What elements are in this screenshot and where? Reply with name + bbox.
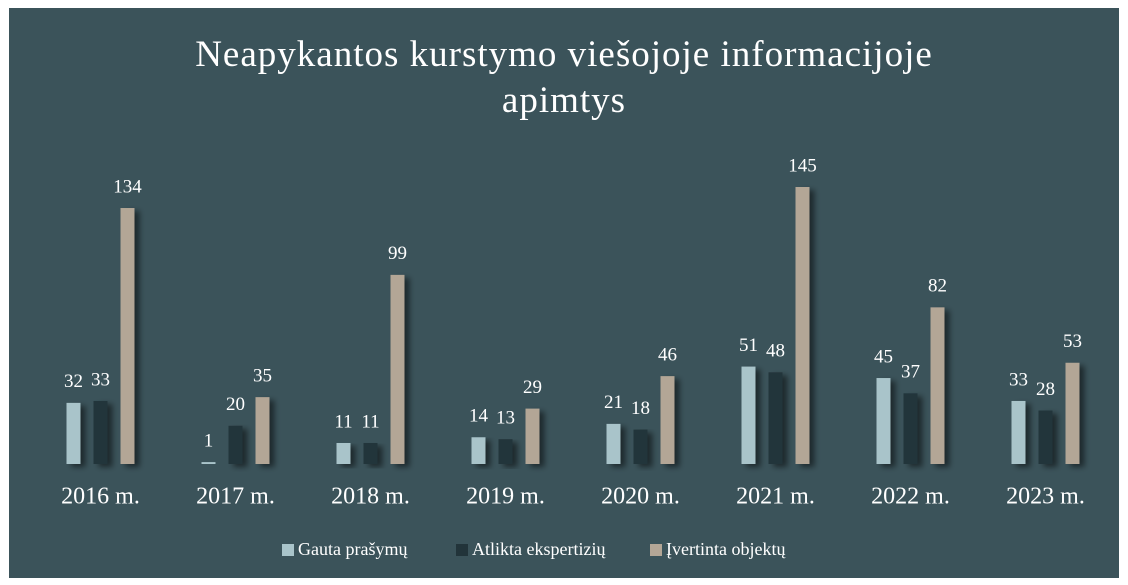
data-label: 1 <box>204 430 214 451</box>
bar <box>363 442 378 464</box>
bar <box>93 400 108 464</box>
bar <box>228 425 243 464</box>
bar <box>390 274 405 464</box>
data-label: 45 <box>874 346 893 367</box>
x-tick-label: 2016 m. <box>61 484 140 510</box>
data-label: 99 <box>388 243 407 264</box>
data-label: 21 <box>604 392 623 413</box>
x-tick-label: 2022 m. <box>871 484 950 510</box>
data-label: 32 <box>64 371 83 392</box>
bar <box>876 378 891 464</box>
legend-label: Įvertinta objektų <box>666 539 786 559</box>
bar <box>1065 362 1080 464</box>
data-label: 46 <box>658 344 677 365</box>
bar <box>66 402 81 464</box>
x-tick-label: 2018 m. <box>331 484 410 510</box>
bar <box>336 442 351 464</box>
bar <box>201 462 216 464</box>
data-label: 134 <box>113 176 142 197</box>
bar <box>795 187 810 464</box>
bar <box>606 423 621 464</box>
bar <box>471 437 486 464</box>
data-label: 11 <box>361 411 379 432</box>
legend-swatch <box>282 544 294 556</box>
bar <box>768 372 783 464</box>
data-label: 14 <box>469 406 489 427</box>
chart-background <box>9 8 1119 578</box>
data-label: 33 <box>1009 369 1028 390</box>
data-label: 51 <box>739 335 758 356</box>
bar <box>1011 400 1026 464</box>
chart-title: Neapykantos kurstymo viešojoje informaci… <box>195 34 933 121</box>
data-label: 82 <box>928 276 947 297</box>
data-label: 145 <box>788 155 817 176</box>
legend-swatch <box>456 544 468 556</box>
x-tick-label: 2020 m. <box>601 484 680 510</box>
legend-swatch <box>650 544 662 556</box>
data-label: 35 <box>253 365 272 386</box>
bar <box>1038 410 1053 464</box>
data-label: 29 <box>523 377 542 398</box>
x-tick-label: 2017 m. <box>196 484 275 510</box>
bar <box>930 307 945 464</box>
bar <box>741 366 756 464</box>
bar <box>660 376 675 464</box>
data-label: 48 <box>766 341 785 362</box>
bar <box>633 429 648 464</box>
data-label: 13 <box>496 408 515 429</box>
bar <box>120 208 135 464</box>
data-label: 11 <box>334 411 352 432</box>
x-tick-label: 2023 m. <box>1006 484 1085 510</box>
bar <box>525 408 540 464</box>
data-label: 28 <box>1036 379 1055 400</box>
x-tick-label: 2021 m. <box>736 484 815 510</box>
bar <box>498 439 513 464</box>
x-tick-label: 2019 m. <box>466 484 545 510</box>
data-label: 37 <box>901 362 920 383</box>
bar <box>255 397 270 464</box>
data-label: 20 <box>226 394 245 415</box>
bar <box>903 393 918 464</box>
data-label: 33 <box>91 369 110 390</box>
legend-label: Atlikta ekspertizių <box>472 539 606 559</box>
data-label: 53 <box>1063 331 1082 352</box>
legend-label: Gauta prašymų <box>298 539 408 559</box>
data-label: 18 <box>631 398 650 419</box>
